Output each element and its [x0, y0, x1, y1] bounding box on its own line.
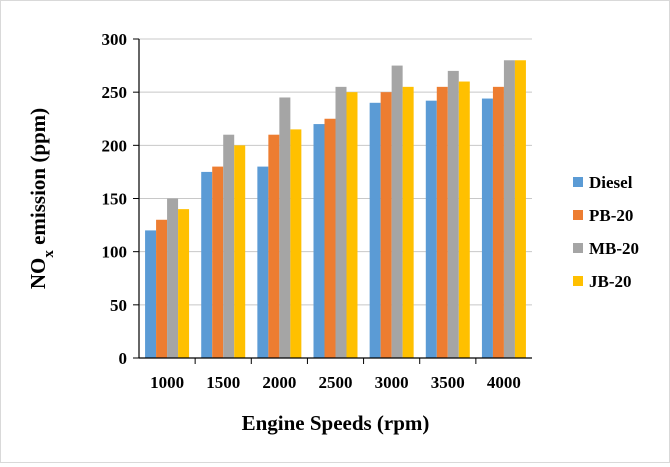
bar-diesel-3500: [425, 100, 437, 358]
y-tick-label: 150: [102, 190, 128, 209]
legend-label: PB-20: [589, 206, 633, 225]
bar-jb-20-2500: [346, 92, 358, 359]
bar-mb-20-1500: [223, 134, 235, 358]
x-tick-label: 2500: [319, 373, 353, 392]
legend-swatch-diesel: [573, 177, 583, 187]
legend-label: Diesel: [589, 173, 633, 192]
x-tick-label: 4000: [487, 373, 521, 392]
y-axis-title-subscript: x: [41, 250, 57, 258]
bar-pb-20-4000: [492, 86, 504, 358]
bar-mb-20-3500: [447, 70, 459, 359]
bar-diesel-2000: [257, 166, 269, 358]
bar-jb-20-1000: [178, 209, 190, 358]
legend: Diesel PB-20 MB-20 JB-20: [573, 173, 639, 291]
bar-mb-20-2000: [279, 97, 291, 358]
bar-diesel-2500: [313, 124, 325, 358]
bar-pb-20-2500: [324, 118, 336, 358]
bar-jb-20-3500: [458, 81, 470, 359]
axes: 0 50 100 150 200 250 300 1000 1500 2000 2500 3000 35…: [102, 30, 532, 392]
legend-label: MB-20: [589, 239, 639, 258]
y-tick-label: 300: [102, 30, 128, 49]
bar-mb-20-1000: [167, 198, 179, 358]
bar-pb-20-1500: [212, 166, 224, 358]
bar-pb-20-3500: [436, 86, 448, 358]
y-axis-title-prefix: NO: [26, 258, 50, 290]
bar-jb-20-1500: [234, 145, 246, 358]
legend-swatch-jb-20: [573, 276, 583, 286]
bar-pb-20-2000: [268, 134, 280, 358]
bar-mb-20-3000: [391, 65, 403, 358]
y-axis-title: NOx emission (ppm): [26, 108, 57, 289]
bar-jb-20-3000: [402, 86, 414, 358]
x-tick-label: 1000: [150, 373, 184, 392]
bar-mb-20-4000: [503, 60, 515, 359]
y-tick-label: 200: [102, 136, 128, 155]
bar-diesel-4000: [481, 98, 493, 359]
legend-label: JB-20: [589, 272, 632, 291]
bars: [145, 60, 526, 359]
bar-pb-20-3000: [380, 92, 392, 359]
legend-swatch-pb-20: [573, 210, 583, 220]
y-axis-title-suffix: emission (ppm): [26, 108, 50, 250]
x-tick-label: 1500: [206, 373, 240, 392]
y-tick-label: 50: [110, 296, 127, 315]
bar-diesel-1000: [145, 230, 157, 358]
bar-jb-20-4000: [514, 60, 526, 359]
x-tick-label: 3500: [431, 373, 465, 392]
bar-diesel-3000: [369, 102, 381, 358]
y-tick-label: 100: [102, 243, 128, 262]
y-tick-label: 0: [119, 349, 128, 368]
x-axis-title: Engine Speeds (rpm): [242, 411, 430, 435]
bar-mb-20-2500: [335, 86, 347, 358]
bar-diesel-1500: [201, 171, 213, 358]
bar-pb-20-1000: [156, 219, 168, 358]
legend-swatch-mb-20: [573, 243, 583, 253]
bar-jb-20-2000: [290, 129, 302, 358]
x-tick-label: 2000: [262, 373, 296, 392]
y-tick-label: 250: [102, 83, 128, 102]
x-tick-label: 3000: [375, 373, 409, 392]
